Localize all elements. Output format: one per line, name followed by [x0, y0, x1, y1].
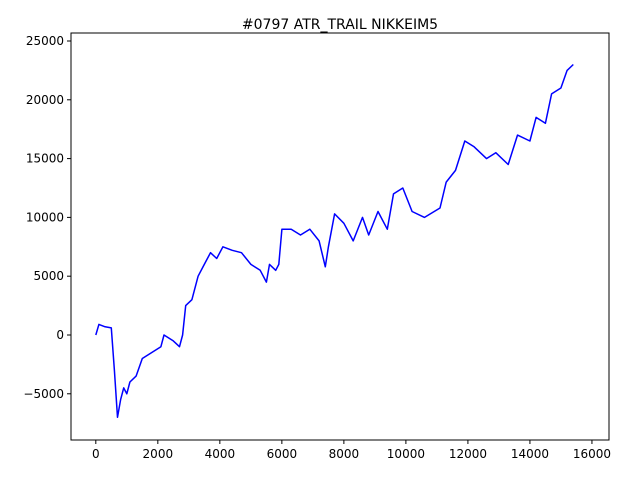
x-tick-label: 12000: [449, 447, 487, 461]
y-tick-label: −5000: [23, 387, 64, 401]
y-tick-label: 10000: [26, 210, 64, 224]
x-tick-label: 10000: [387, 447, 425, 461]
plot-frame: [70, 32, 610, 441]
line-series: [95, 63, 574, 419]
x-tick-label: 14000: [511, 447, 549, 461]
x-tick-label: 16000: [573, 447, 611, 461]
x-tick-label: 2000: [143, 447, 174, 461]
x-tick-label: 0: [92, 447, 100, 461]
y-tick-label: 15000: [26, 152, 64, 166]
y-tick-label: 25000: [26, 34, 64, 48]
y-tick-label: 20000: [26, 93, 64, 107]
x-tick-label: 8000: [329, 447, 360, 461]
y-tick-label: 5000: [33, 269, 64, 283]
x-tick-label: 4000: [205, 447, 236, 461]
y-tick-label: 0: [56, 328, 64, 342]
chart-title: #0797 ATR_TRAIL NIKKEIM5: [242, 17, 438, 33]
x-tick-label: 6000: [267, 447, 298, 461]
